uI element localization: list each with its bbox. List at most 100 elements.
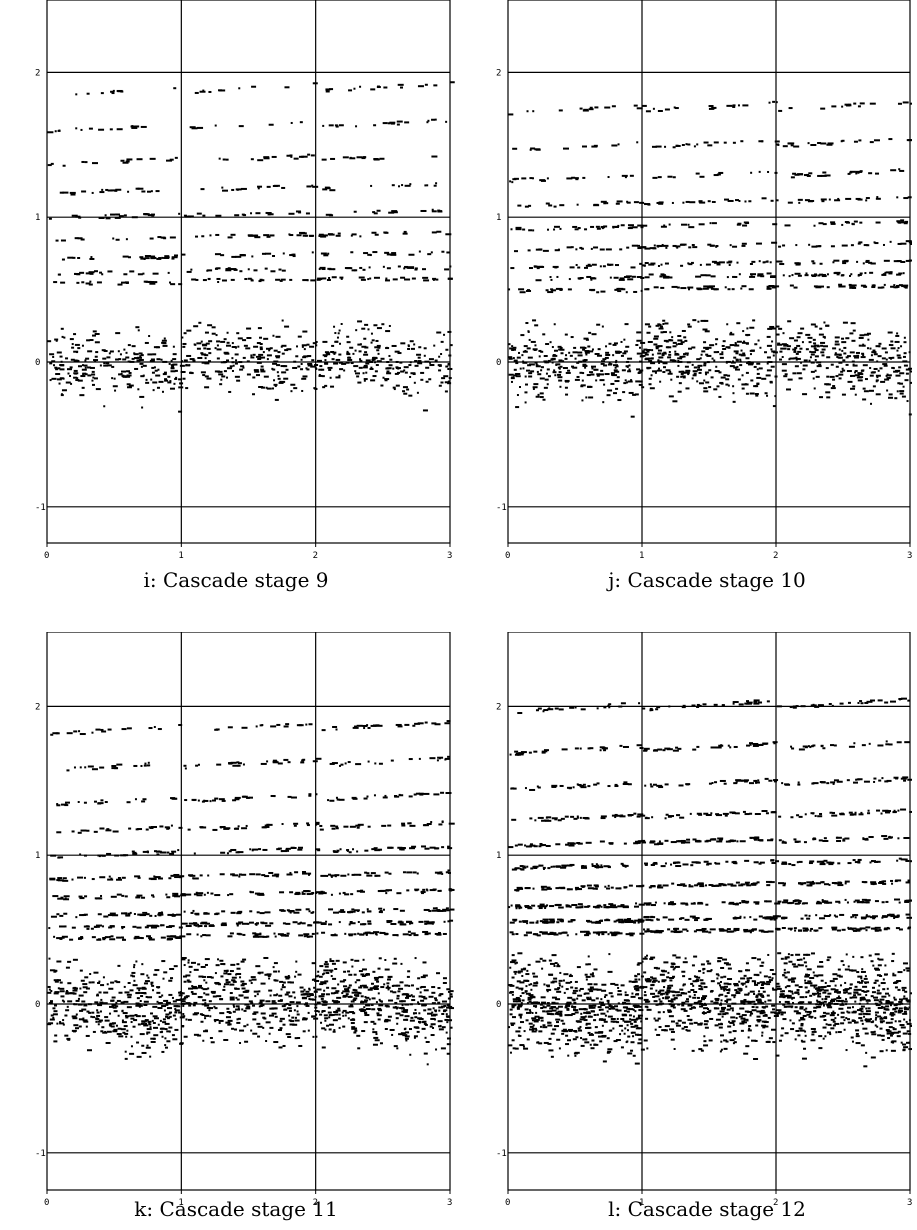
data-point — [185, 893, 192, 896]
data-point — [129, 270, 135, 273]
data-point — [900, 260, 906, 263]
data-point — [508, 113, 514, 116]
data-point — [624, 176, 627, 179]
x-tick-label: 2 — [773, 1198, 778, 1208]
data-point — [513, 368, 517, 371]
data-point — [606, 394, 611, 397]
data-point — [120, 1028, 126, 1031]
data-point — [111, 765, 117, 768]
data-point — [260, 365, 264, 368]
data-point — [190, 961, 196, 964]
data-point — [289, 1001, 295, 1004]
data-point — [146, 974, 149, 977]
data-point — [324, 384, 328, 387]
data-point — [225, 970, 228, 973]
data-point — [58, 925, 65, 928]
data-point — [669, 331, 672, 334]
data-point — [112, 914, 119, 917]
x-tick-label: 1 — [639, 551, 644, 561]
data-point — [71, 346, 75, 349]
data-point — [637, 244, 641, 247]
data-point — [157, 877, 163, 880]
data-point — [376, 327, 382, 330]
data-point — [553, 225, 560, 228]
data-point — [749, 916, 752, 919]
data-point — [399, 981, 404, 984]
data-point — [252, 935, 259, 938]
data-point — [350, 251, 354, 254]
data-point — [403, 230, 407, 233]
data-point — [781, 916, 788, 919]
data-point — [612, 374, 618, 377]
data-point — [680, 243, 687, 246]
data-point — [363, 379, 366, 382]
data-point — [808, 243, 811, 246]
data-point — [640, 341, 646, 344]
data-point — [302, 1030, 306, 1033]
data-point — [815, 914, 818, 917]
data-point — [854, 916, 857, 919]
data-point — [522, 350, 528, 353]
data-point — [182, 1013, 185, 1016]
data-point — [417, 1002, 420, 1005]
data-point — [258, 892, 264, 895]
data-point — [98, 991, 102, 994]
data-point — [658, 361, 661, 364]
data-point — [808, 914, 811, 917]
data-point — [111, 92, 115, 95]
data-point — [373, 324, 378, 327]
data-point — [275, 356, 280, 359]
data-point — [447, 330, 452, 333]
data-point — [385, 892, 388, 895]
data-point — [220, 378, 223, 381]
data-point — [619, 277, 625, 280]
data-point — [771, 340, 774, 343]
data-point — [174, 1008, 177, 1011]
data-point — [874, 242, 879, 245]
data-point — [422, 409, 428, 412]
data-point — [96, 993, 99, 996]
data-point — [594, 106, 599, 109]
data-point — [360, 995, 364, 998]
data-point — [153, 366, 156, 369]
data-point — [192, 1004, 196, 1007]
data-point — [776, 260, 783, 263]
data-point — [143, 764, 147, 767]
data-point — [584, 366, 587, 369]
data-point — [713, 141, 719, 144]
data-point — [232, 1010, 236, 1013]
data-point — [254, 236, 261, 239]
data-point — [340, 763, 344, 766]
data-point — [388, 872, 392, 875]
data-point — [204, 963, 208, 966]
data-point — [335, 376, 341, 379]
data-point — [337, 1000, 341, 1003]
data-point — [567, 920, 571, 923]
data-point — [161, 960, 166, 963]
data-point — [118, 991, 123, 994]
data-point — [750, 273, 757, 276]
data-point — [559, 932, 562, 935]
data-point — [378, 911, 383, 914]
data-point — [402, 390, 406, 393]
data-point — [187, 961, 190, 964]
data-point — [672, 176, 676, 179]
data-point — [705, 381, 710, 384]
data-point — [535, 921, 539, 924]
data-point — [684, 918, 690, 921]
data-point — [762, 261, 765, 264]
data-point — [270, 270, 276, 273]
data-point — [182, 377, 186, 380]
data-point — [60, 281, 66, 284]
data-point — [286, 154, 291, 157]
data-point — [363, 337, 367, 340]
data-point — [407, 344, 410, 347]
data-point — [409, 1053, 412, 1056]
data-point — [892, 356, 895, 359]
data-point — [716, 263, 721, 266]
data-point — [338, 124, 344, 127]
data-point — [274, 385, 277, 388]
data-point — [439, 993, 444, 996]
data-point — [288, 909, 295, 912]
data-point — [391, 184, 395, 187]
